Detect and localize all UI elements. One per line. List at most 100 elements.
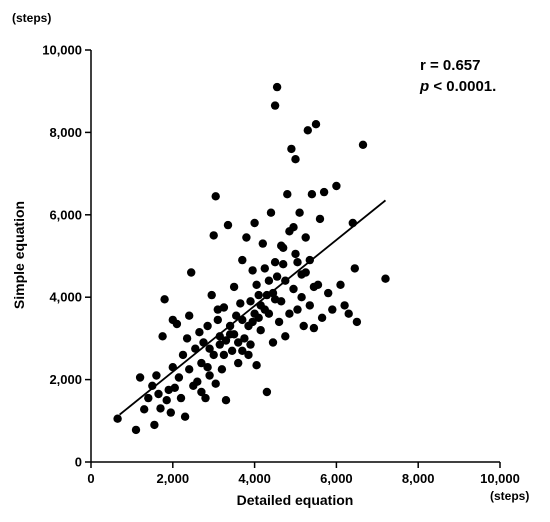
x-tick-label: 4,000	[238, 471, 271, 486]
data-point	[229, 330, 239, 339]
x-tick-label: 0	[87, 471, 94, 486]
data-point	[301, 268, 310, 277]
data-point	[162, 396, 171, 405]
data-point	[311, 120, 321, 129]
data-point	[285, 309, 294, 318]
axes	[90, 50, 500, 463]
data-point	[211, 379, 220, 388]
data-point	[223, 220, 233, 230]
data-point	[252, 361, 261, 370]
data-point	[344, 309, 353, 318]
data-point	[315, 214, 325, 224]
data-point	[264, 276, 274, 285]
data-point	[252, 280, 261, 289]
data-point	[221, 336, 231, 345]
data-points	[113, 82, 390, 435]
data-point	[193, 377, 202, 386]
data-point	[283, 190, 292, 199]
data-point	[258, 239, 267, 248]
data-point	[299, 321, 308, 331]
x-axis-title: Detailed equation	[237, 492, 354, 508]
data-point	[180, 412, 190, 421]
data-point	[303, 126, 312, 135]
x-tick-label: 6,000	[320, 471, 353, 486]
data-point	[350, 264, 359, 273]
data-point	[307, 190, 317, 199]
data-point	[158, 332, 167, 341]
p-value-text: < 0.0001.	[429, 78, 496, 95]
data-point	[248, 317, 257, 327]
data-point	[246, 340, 255, 349]
data-point	[197, 358, 206, 368]
data-point	[272, 272, 282, 281]
y-tick-label: 6,000	[49, 207, 82, 222]
x-axis-unit: (steps)	[490, 489, 529, 503]
x-tick-label: 8,000	[402, 471, 435, 486]
p-symbol: p	[419, 78, 429, 95]
data-point	[135, 373, 145, 382]
data-point	[166, 408, 175, 417]
data-point	[340, 301, 349, 310]
data-point	[309, 323, 319, 333]
data-point	[215, 340, 224, 349]
data-point	[246, 297, 255, 306]
data-point	[270, 258, 280, 267]
data-point	[209, 350, 218, 360]
data-point	[213, 305, 222, 314]
data-point	[182, 334, 192, 343]
data-point	[150, 420, 159, 430]
data-point	[279, 260, 288, 269]
data-point	[185, 311, 194, 320]
data-point	[358, 140, 368, 149]
y-axis-unit: (steps)	[12, 11, 51, 25]
data-point	[227, 346, 237, 355]
data-point	[291, 249, 300, 259]
data-point	[332, 181, 341, 191]
data-point	[238, 346, 247, 355]
data-point	[262, 387, 272, 397]
data-point	[113, 414, 122, 423]
data-point	[324, 288, 333, 298]
data-point	[211, 192, 220, 201]
y-tick-label: 10,000	[42, 43, 82, 58]
data-point	[281, 332, 290, 341]
data-point	[160, 295, 169, 304]
data-point	[209, 231, 218, 240]
data-point	[178, 350, 188, 360]
y-ticks: 0 2,000 4,000 6,000 8,000 10,000	[42, 43, 91, 470]
data-point	[254, 290, 263, 300]
y-tick-label: 2,000	[49, 372, 82, 387]
data-point	[170, 383, 179, 392]
data-point	[238, 255, 247, 265]
data-point	[221, 396, 231, 405]
data-point	[152, 371, 161, 380]
data-point	[219, 350, 229, 360]
correlation-coefficient: r = 0.657	[420, 57, 480, 74]
data-point	[131, 425, 141, 435]
data-point	[176, 393, 186, 403]
data-point	[205, 344, 214, 353]
data-point	[217, 365, 227, 374]
data-point	[336, 280, 345, 289]
data-point	[236, 299, 245, 308]
data-point	[174, 373, 184, 382]
data-point	[293, 258, 302, 267]
data-point	[250, 218, 259, 228]
regression-line	[119, 199, 387, 416]
data-point	[289, 284, 298, 294]
data-point	[289, 223, 298, 232]
data-point	[287, 144, 296, 154]
data-point	[148, 381, 157, 390]
data-point	[234, 338, 243, 347]
data-point	[140, 405, 149, 414]
data-point	[266, 208, 276, 217]
data-point	[279, 243, 288, 252]
x-tick-label: 2,000	[157, 471, 190, 486]
data-point	[270, 101, 280, 110]
y-axis-title: Simple equation	[11, 201, 27, 309]
data-point	[293, 305, 302, 314]
data-point	[197, 387, 206, 397]
data-point	[144, 393, 153, 403]
data-point	[187, 268, 196, 277]
data-point	[295, 208, 304, 217]
